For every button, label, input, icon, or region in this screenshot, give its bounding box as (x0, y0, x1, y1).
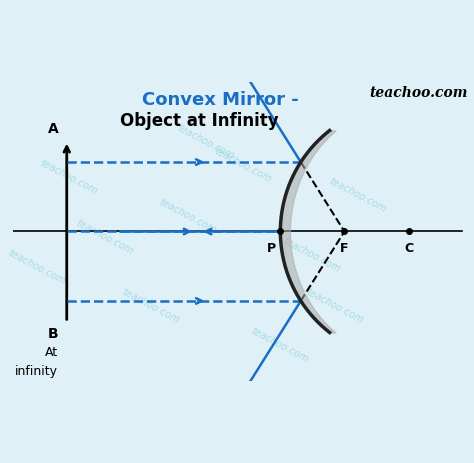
Text: P: P (267, 242, 276, 255)
Text: teachoo.com: teachoo.com (328, 176, 388, 215)
Text: C: C (404, 242, 413, 255)
Text: F: F (340, 242, 349, 255)
Text: teachoo.com: teachoo.com (6, 248, 67, 287)
Text: Object at Infinity: Object at Infinity (120, 112, 279, 130)
Text: Convex Mirror -: Convex Mirror - (142, 91, 298, 108)
Text: teachoo.com: teachoo.com (38, 158, 99, 197)
Text: teachoo.com: teachoo.com (157, 197, 218, 236)
Text: B: B (47, 326, 58, 341)
Text: teachoo.com: teachoo.com (176, 123, 237, 161)
Text: teachoo.com: teachoo.com (75, 218, 136, 257)
Text: A: A (47, 122, 58, 137)
Text: teachoo.com: teachoo.com (304, 287, 365, 325)
Text: infinity: infinity (15, 365, 58, 378)
Text: teachoo.com: teachoo.com (370, 87, 468, 100)
Text: teachoo.com: teachoo.com (249, 326, 310, 364)
Text: teachoo.com: teachoo.com (121, 287, 182, 325)
Text: teachoo.com: teachoo.com (282, 236, 342, 275)
Text: teachoo.com: teachoo.com (213, 146, 273, 185)
Text: At: At (45, 346, 58, 359)
